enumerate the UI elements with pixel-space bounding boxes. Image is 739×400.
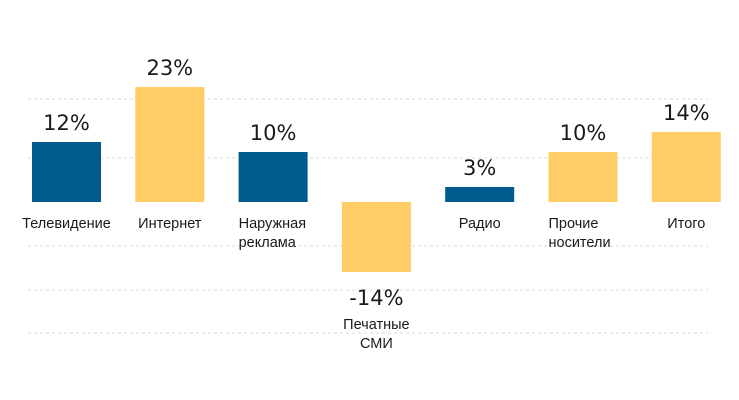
- category-label: Печатные СМИ: [343, 317, 409, 352]
- bar: [548, 152, 618, 202]
- category-label: Телевидение: [22, 216, 111, 232]
- data-label: 10%: [560, 121, 607, 145]
- data-label: 10%: [250, 121, 297, 145]
- data-label: 23%: [146, 56, 193, 80]
- category-label: Наружная реклама: [239, 216, 306, 251]
- bar: [135, 87, 205, 202]
- data-label: 12%: [43, 111, 90, 135]
- bar: [341, 202, 411, 272]
- bar: [32, 142, 101, 202]
- labels: 12% Телевидение 23% Интернет 10% Наружная рекл…: [22, 56, 709, 352]
- bar: [445, 187, 515, 202]
- category-label: Радио: [459, 216, 501, 232]
- bar: [651, 132, 721, 202]
- category-label: Итого: [667, 216, 705, 232]
- bar: [238, 152, 308, 202]
- data-label: -14%: [349, 286, 403, 310]
- category-label: Прочие носители: [549, 216, 611, 251]
- data-label: 14%: [663, 101, 710, 125]
- data-label: 3%: [463, 156, 496, 180]
- bars: [32, 87, 721, 272]
- category-label: Интернет: [138, 216, 202, 232]
